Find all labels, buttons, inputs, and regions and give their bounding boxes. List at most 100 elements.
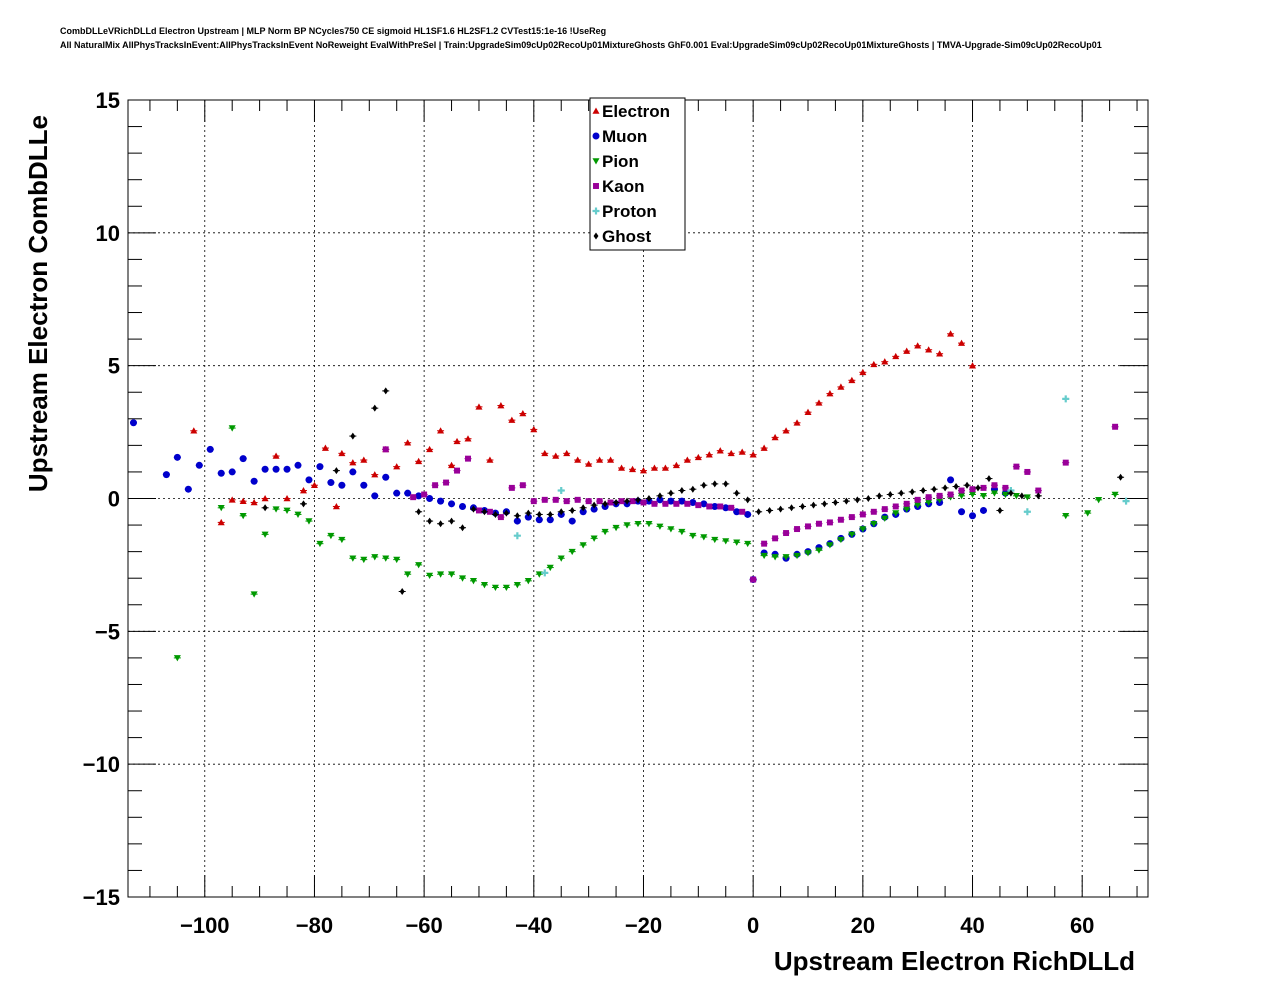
data-point xyxy=(1062,512,1070,520)
data-point xyxy=(294,461,302,469)
data-point xyxy=(931,485,937,493)
data-point xyxy=(958,508,966,516)
data-point xyxy=(372,404,378,412)
data-point xyxy=(228,425,236,432)
data-point xyxy=(958,339,966,346)
data-point xyxy=(250,477,258,485)
data-point xyxy=(771,554,779,561)
data-point xyxy=(640,499,647,506)
data-point xyxy=(722,504,730,512)
legend-entry: Proton xyxy=(592,202,657,221)
legend-entry: Muon xyxy=(592,127,647,146)
data-point xyxy=(722,538,730,545)
data-point xyxy=(590,505,598,513)
data-point xyxy=(979,493,987,500)
data-point xyxy=(383,387,389,395)
y-tick-label: −5 xyxy=(95,619,120,644)
data-point xyxy=(837,383,845,390)
data-point xyxy=(541,496,548,503)
data-point xyxy=(404,439,412,446)
x-tick-label: 40 xyxy=(960,913,984,938)
data-point xyxy=(925,494,932,501)
data-point xyxy=(738,448,746,455)
data-point xyxy=(410,494,417,501)
data-point xyxy=(261,495,269,502)
data-point xyxy=(601,528,609,536)
legend-label: Ghost xyxy=(602,227,651,246)
data-point xyxy=(459,575,467,582)
data-point xyxy=(646,495,652,502)
data-point xyxy=(371,471,379,478)
data-point xyxy=(723,480,729,488)
y-tick-label: 0 xyxy=(108,487,120,512)
data-point xyxy=(448,500,456,508)
data-point xyxy=(870,508,877,515)
data-point xyxy=(1095,497,1103,504)
data-point xyxy=(870,360,878,368)
data-point xyxy=(694,453,702,461)
data-point xyxy=(333,467,339,475)
data-point xyxy=(349,555,357,562)
data-point xyxy=(492,510,498,518)
data-point xyxy=(590,535,598,542)
legend-marker xyxy=(593,183,599,189)
data-point xyxy=(613,498,619,506)
data-point xyxy=(668,489,674,497)
data-point xyxy=(843,497,849,505)
data-point xyxy=(733,508,741,516)
data-point xyxy=(1084,510,1092,517)
data-point xyxy=(299,487,307,494)
data-point xyxy=(711,502,719,510)
data-point xyxy=(712,480,718,488)
data-point xyxy=(421,491,428,498)
data-point xyxy=(618,498,625,505)
data-point xyxy=(767,506,773,514)
data-point xyxy=(947,491,954,498)
data-point xyxy=(557,487,565,495)
data-point xyxy=(903,347,911,354)
data-point xyxy=(804,550,812,557)
data-point xyxy=(745,496,751,504)
data-point xyxy=(536,510,542,518)
data-point xyxy=(936,492,943,499)
data-point xyxy=(541,449,549,457)
data-point xyxy=(750,576,757,583)
legend-entry: Electron xyxy=(592,102,670,121)
data-point xyxy=(804,408,812,415)
data-point xyxy=(848,376,856,384)
data-point xyxy=(579,508,587,516)
data-point xyxy=(558,508,564,516)
data-point xyxy=(332,502,340,510)
data-point xyxy=(239,512,247,520)
data-point xyxy=(585,498,592,505)
data-point xyxy=(734,489,740,497)
data-point xyxy=(327,532,335,540)
data-point xyxy=(585,460,593,467)
data-point xyxy=(690,485,696,493)
data-point xyxy=(173,453,181,461)
data-point xyxy=(914,502,922,509)
data-point xyxy=(596,456,604,463)
data-point xyxy=(454,467,461,474)
data-point xyxy=(783,530,790,537)
data-point xyxy=(217,504,225,512)
data-point xyxy=(760,552,768,560)
data-point xyxy=(360,456,368,463)
data-point xyxy=(574,456,582,463)
x-tick-label: −60 xyxy=(405,913,442,938)
data-point xyxy=(656,523,664,530)
y-tick-label: −15 xyxy=(83,885,120,910)
data-point xyxy=(678,497,686,505)
data-point xyxy=(990,490,998,497)
data-point xyxy=(552,452,560,459)
data-point xyxy=(261,465,269,473)
data-point xyxy=(958,487,965,494)
y-axis-title: Upstream Electron CombDLLe xyxy=(23,115,53,492)
x-tick-label: −100 xyxy=(180,913,230,938)
legend-label: Proton xyxy=(602,202,657,221)
data-point xyxy=(301,500,306,508)
data-point xyxy=(672,461,680,469)
data-point xyxy=(947,476,955,484)
data-point xyxy=(464,435,472,442)
y-tick-label: −10 xyxy=(83,752,120,777)
